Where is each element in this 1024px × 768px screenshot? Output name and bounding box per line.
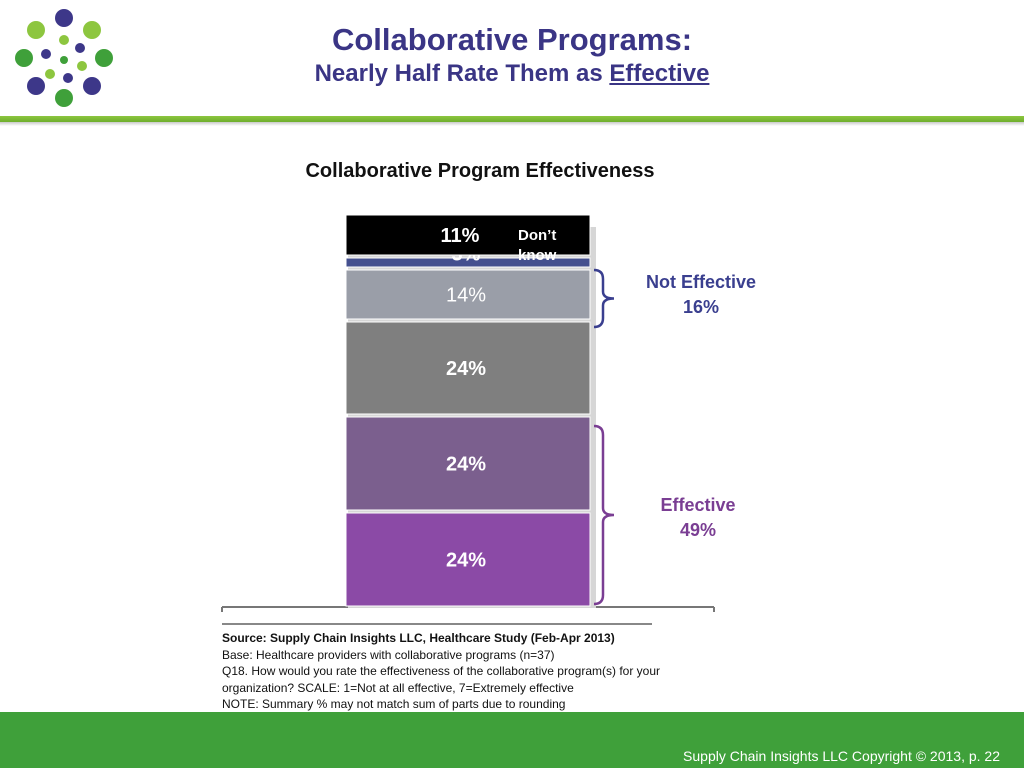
data-label-6: 11% — [441, 225, 480, 247]
note-line: NOTE: Summary % may not match sum of par… — [222, 697, 566, 711]
bar-segment-1 — [345, 512, 591, 607]
effective-bracket — [593, 424, 615, 606]
bar-segment-6 — [345, 214, 591, 256]
dont-know-label: Don’t — [518, 227, 556, 244]
data-label-3: 24% — [446, 358, 486, 380]
source-line: Source: Supply Chain Insights LLC, Healt… — [222, 631, 615, 645]
footer-copyright: Supply Chain Insights LLC Copyright © 20… — [683, 748, 1000, 764]
scale-line: organization? SCALE: 1=Not at all effect… — [222, 680, 574, 695]
slide-title-emphasis: Effective — [609, 60, 710, 87]
data-label-4: 14% — [446, 285, 486, 307]
effective-label: Effective — [660, 495, 735, 515]
bar-segment-5 — [345, 257, 591, 268]
header-divider-shadow — [0, 122, 1024, 126]
data-label-2: 24% — [446, 454, 486, 476]
company-logo — [15, 9, 113, 107]
source-notes: Source: Supply Chain Insights LLC, Healt… — [222, 630, 742, 713]
not-effective-label: Not Effective — [646, 272, 756, 292]
chart-title: Collaborative Program Effectiveness — [305, 160, 655, 182]
footer-band — [0, 712, 1024, 768]
header-divider — [0, 116, 1024, 122]
question-line: Q18. How would you rate the effectivenes… — [222, 664, 660, 678]
base-line: Base: Healthcare providers with collabor… — [222, 647, 555, 662]
not-effective-value: 16% — [683, 297, 719, 317]
slide-title: Collaborative Programs: Nearly Half Rate… — [200, 22, 824, 90]
slide-title-line2: Nearly Half Rate Them as Effective — [200, 58, 824, 90]
bar-segment-4 — [345, 269, 591, 320]
slide-title-line1: Collaborative Programs: — [331, 22, 693, 57]
not-effective-bracket — [593, 268, 615, 329]
data-label-1: 24% — [446, 550, 486, 572]
slide-title-line2-prefix: Nearly Half Rate Them as — [314, 60, 610, 87]
dont-know-label-line2: know — [518, 247, 557, 264]
bar-segment-2 — [345, 416, 591, 511]
bar-segment-3 — [345, 321, 591, 415]
effective-value: 49% — [680, 520, 716, 540]
